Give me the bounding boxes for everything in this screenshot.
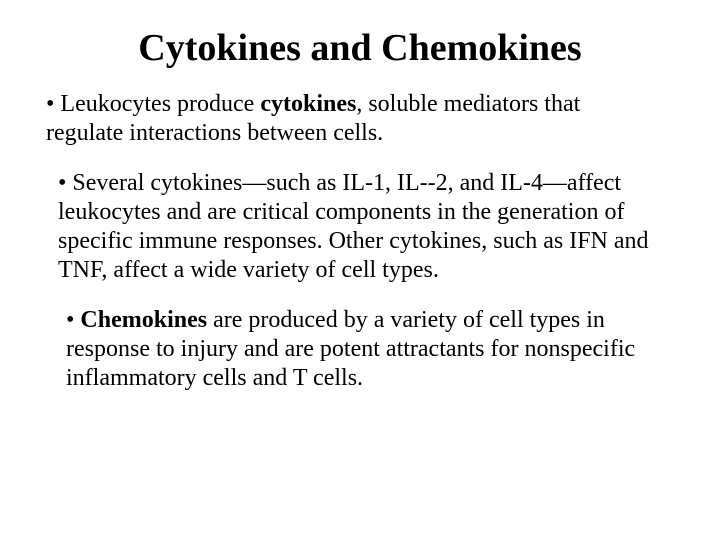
bullet-1-bold: cytokines bbox=[260, 91, 356, 117]
bullet-3-bold: Chemokines bbox=[80, 307, 207, 333]
bullet-1-pre: • Leukocytes produce bbox=[46, 91, 260, 117]
bullet-3: • Chemokines are produced by a variety o… bbox=[40, 306, 680, 394]
bullet-3-pre: • bbox=[66, 307, 80, 333]
bullet-1: • Leukocytes produce cytokines, soluble … bbox=[40, 90, 680, 149]
slide-title: Cytokines and Chemokines bbox=[40, 26, 680, 70]
bullet-2-text: • Several cytokines—such as IL‑1, IL‑-2,… bbox=[58, 170, 649, 284]
bullet-2: • Several cytokines—such as IL‑1, IL‑-2,… bbox=[40, 169, 680, 286]
